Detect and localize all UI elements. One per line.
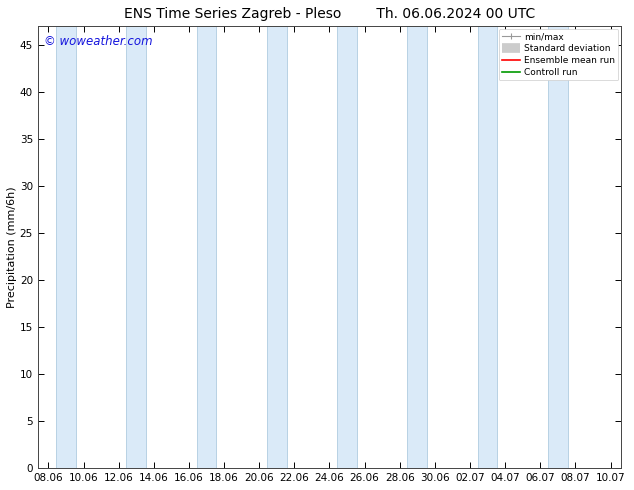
Y-axis label: Precipitation (mm/6h): Precipitation (mm/6h) — [7, 186, 17, 308]
Bar — [126, 26, 146, 468]
Text: © woweather.com: © woweather.com — [44, 35, 152, 48]
Bar — [56, 26, 76, 468]
Bar — [337, 26, 357, 468]
Bar — [197, 26, 216, 468]
Legend: min/max, Standard deviation, Ensemble mean run, Controll run: min/max, Standard deviation, Ensemble me… — [498, 29, 618, 80]
Bar — [478, 26, 498, 468]
Title: ENS Time Series Zagreb - Pleso        Th. 06.06.2024 00 UTC: ENS Time Series Zagreb - Pleso Th. 06.06… — [124, 7, 535, 21]
Bar — [267, 26, 287, 468]
Bar — [408, 26, 427, 468]
Bar — [548, 26, 567, 468]
